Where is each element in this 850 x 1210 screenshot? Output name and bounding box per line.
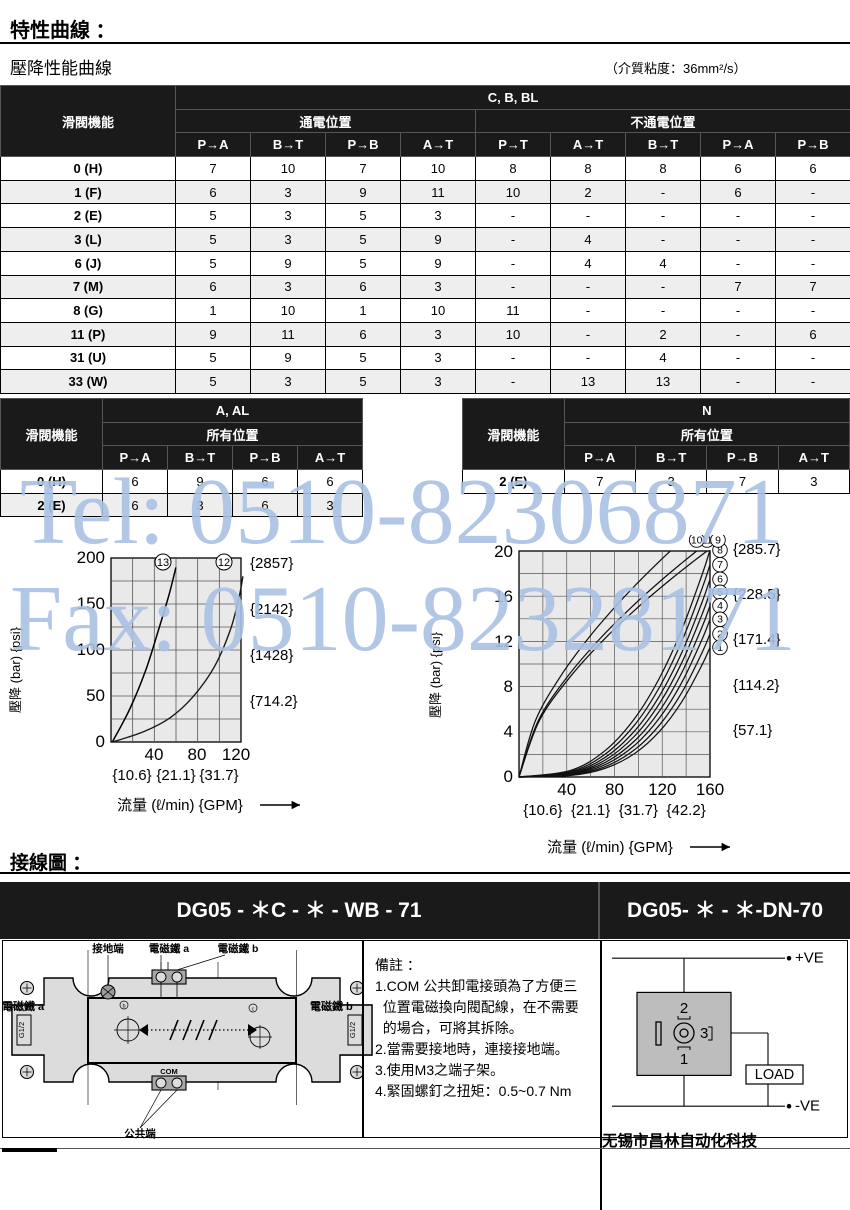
svg-text:{10.6}: {10.6} (523, 802, 562, 819)
svg-text:流量 (ℓ/min) {GPM}: 流量 (ℓ/min) {GPM} (547, 839, 673, 856)
svg-text:120: 120 (222, 745, 250, 764)
svg-text:0: 0 (504, 767, 513, 786)
svg-text:{114.2}: {114.2} (733, 677, 779, 694)
svg-text:80: 80 (188, 745, 207, 764)
svg-text:8: 8 (504, 677, 513, 696)
svg-text:{21.1}: {21.1} (571, 802, 610, 819)
svg-text:160: 160 (696, 780, 724, 799)
svg-text:{10.6}: {10.6} (112, 767, 151, 784)
svg-text:40: 40 (145, 745, 164, 764)
svg-text:80: 80 (605, 780, 624, 799)
svg-text:4: 4 (504, 722, 513, 741)
svg-text:{31.7}: {31.7} (199, 767, 238, 784)
svg-text:流量 (ℓ/min) {GPM}: 流量 (ℓ/min) {GPM} (117, 797, 243, 814)
svg-text:50: 50 (86, 686, 105, 705)
svg-text:40: 40 (557, 780, 576, 799)
svg-text:0: 0 (96, 732, 105, 751)
svg-text:120: 120 (648, 780, 676, 799)
svg-text:{31.7}: {31.7} (619, 802, 658, 819)
svg-text:{21.1}: {21.1} (156, 767, 195, 784)
svg-text:{714.2}: {714.2} (250, 693, 298, 710)
svg-text:{42.2}: {42.2} (666, 802, 705, 819)
svg-text:{57.1}: {57.1} (733, 722, 772, 739)
